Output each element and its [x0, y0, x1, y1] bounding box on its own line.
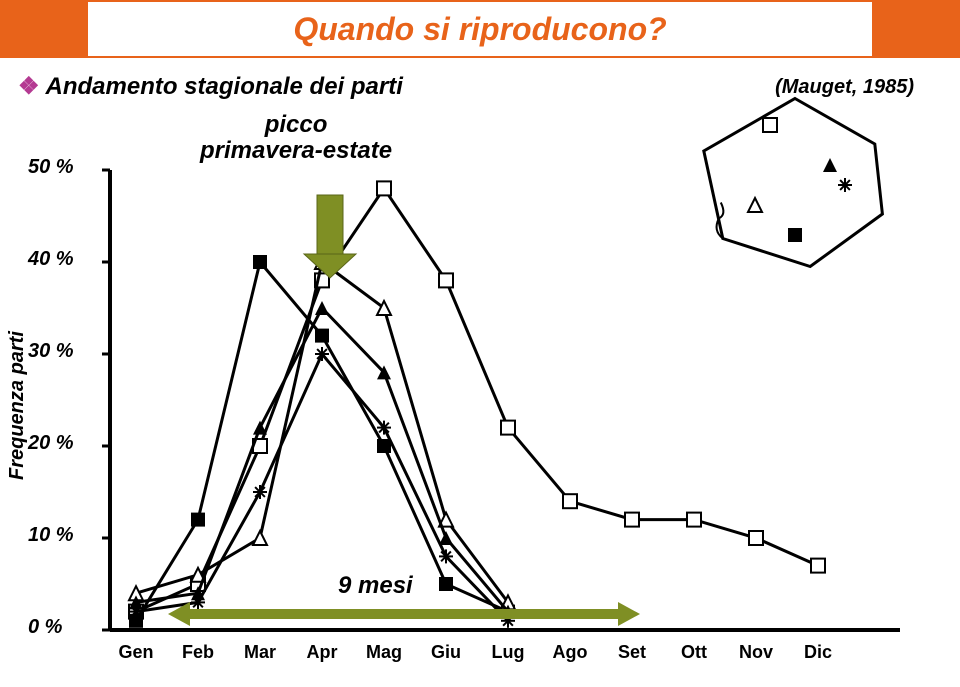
y-tick: 10 % — [28, 524, 74, 547]
x-tick: Dic — [788, 642, 848, 663]
x-tick: Ott — [664, 642, 724, 663]
y-tick: 20 % — [28, 432, 74, 455]
y-tick: 50 % — [28, 156, 74, 179]
x-tick: Giu — [416, 642, 476, 663]
x-tick: Apr — [292, 642, 352, 663]
y-tick: 40 % — [28, 248, 74, 271]
y-tick: 0 % — [28, 616, 62, 639]
x-tick: Set — [602, 642, 662, 663]
y-tick: 30 % — [28, 340, 74, 363]
x-tick: Ago — [540, 642, 600, 663]
x-tick: Feb — [168, 642, 228, 663]
x-tick: Lug — [478, 642, 538, 663]
x-tick: Gen — [106, 642, 166, 663]
x-tick: Nov — [726, 642, 786, 663]
x-tick: Mag — [354, 642, 414, 663]
inset-map — [0, 0, 960, 687]
x-tick: Mar — [230, 642, 290, 663]
